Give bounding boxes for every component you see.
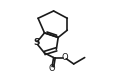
Text: O: O [61, 53, 68, 62]
Text: S: S [33, 38, 39, 47]
Text: O: O [48, 64, 55, 73]
